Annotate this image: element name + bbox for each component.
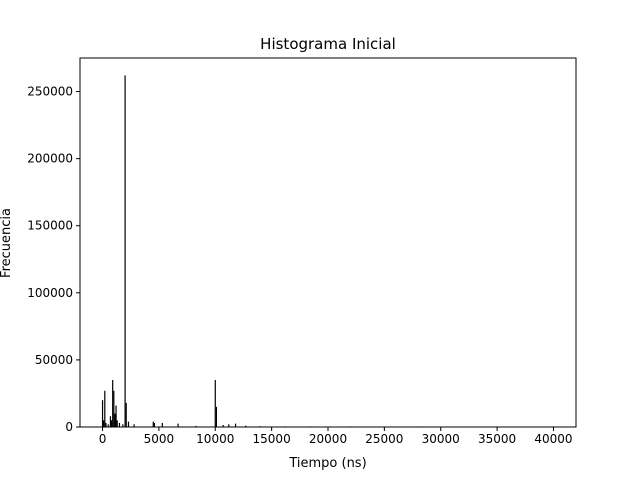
x-tick-label: 30000 [422,432,460,446]
histogram-bar [234,423,237,427]
histogram-bar [161,422,163,427]
histogram-bar [105,422,107,427]
x-axis-label: Tiempo (ns) [288,456,366,471]
x-tick-label: 0 [99,432,107,446]
histogram-bar [177,423,179,427]
histogram-bar [133,424,135,427]
histogram-bar [125,402,127,427]
x-axis-ticks: 0 5000 10000 15000 20000 25000 30000 35000 40000 [99,427,573,446]
x-tick-label: 35000 [478,432,516,446]
histogram-bar [113,390,115,427]
y-axis-label: Frecuencia [0,208,14,278]
plot-frame [79,57,577,428]
histogram-bar [103,420,105,427]
x-tick-label: 40000 [534,432,572,446]
histogram-bar [127,421,130,427]
y-tick-label: 50000 [35,353,73,367]
histogram-bar [245,425,247,427]
y-tick-label: 250000 [27,85,73,99]
histogram-bar [101,400,104,427]
y-tick-label: 100000 [27,286,73,300]
x-tick-label: 5000 [144,432,175,446]
histogram-bar [109,416,112,427]
y-tick-label: 200000 [27,152,73,166]
y-axis-ticks: 0 50000 100000 150000 200000 250000 [27,85,80,434]
histogram-bar [122,424,124,427]
histogram-bar [118,422,121,427]
x-tick-label: 25000 [365,432,403,446]
histogram-bar [115,405,117,427]
histogram-bar [228,424,230,427]
chart-title: Histograma Inicial [260,35,396,53]
y-tick-label: 150000 [27,219,73,233]
histogram-bar [107,424,109,427]
histogram-bar [116,420,118,427]
histogram-bar [214,380,216,427]
histogram-bar [124,75,126,427]
histogram-bar [215,406,217,427]
histogram-bar [114,413,116,427]
histogram-bar [222,424,224,427]
x-tick-label: 10000 [196,432,234,446]
histogram-bar [104,390,106,427]
histogram-bar [112,380,114,427]
histogram-bar [110,420,113,427]
x-tick-label: 15000 [253,432,291,446]
y-tick-label: 0 [65,420,73,434]
histogram-bar [195,425,197,427]
histogram-bar [152,421,154,427]
histogram-bar [153,422,155,427]
x-tick-label: 20000 [309,432,347,446]
